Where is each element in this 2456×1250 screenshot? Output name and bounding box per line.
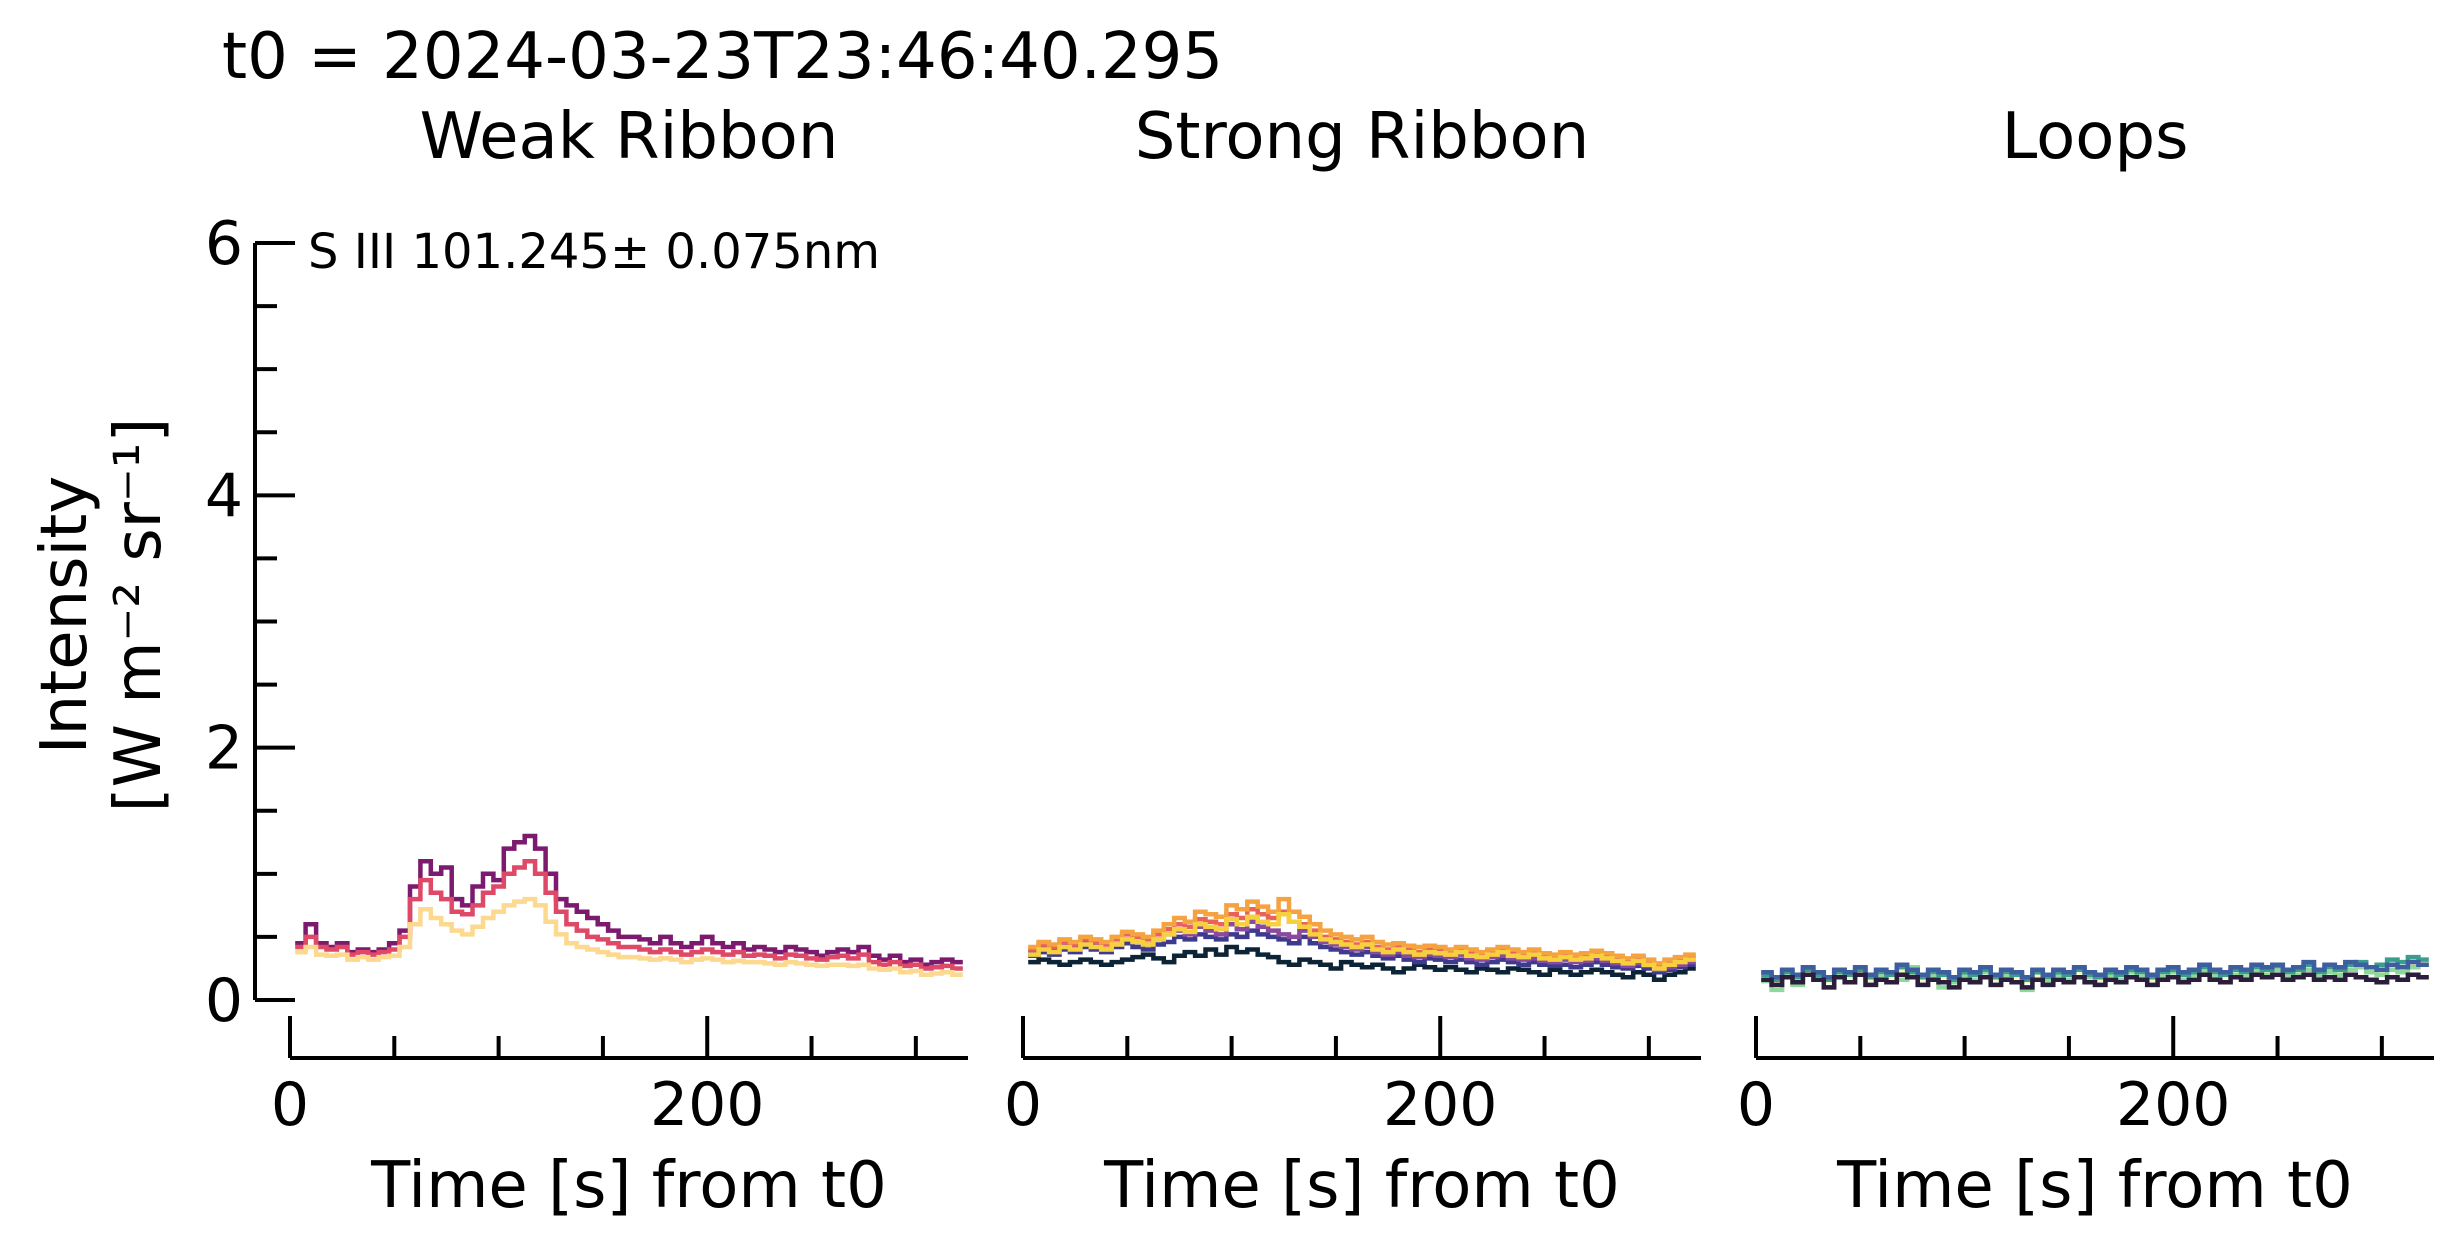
- figure-suptitle: t0 = 2024-03-23T23:46:40.295: [222, 20, 1223, 94]
- series-line-5: [1761, 972, 2429, 990]
- series-line-4: [1761, 959, 2429, 980]
- x-tick-label: 200: [1383, 1070, 1498, 1140]
- panels: Weak Ribbon 0 200 Time [s] from t0 0 2 4 6 Stron…: [205, 100, 2434, 1223]
- panel-title: Strong Ribbon: [1135, 100, 1590, 174]
- x-tick-label: 200: [650, 1070, 765, 1140]
- series-line-6: [1028, 911, 1696, 971]
- panel-1: Weak Ribbon 0 200 Time [s] from t0 0 2 4 6: [205, 100, 968, 1223]
- x-tick-label: 0: [1737, 1070, 1775, 1140]
- series-line-3: [295, 896, 963, 978]
- x-tick-label: 0: [271, 1070, 309, 1140]
- x-tick-label: 200: [2116, 1070, 2231, 1140]
- panel-title: Weak Ribbon: [420, 100, 839, 174]
- x-axis-label: Time [s] from t0: [1103, 1149, 1620, 1223]
- panel-2: Strong Ribbon 0 200 Time [s] from t0: [1004, 100, 1701, 1223]
- line-annotation: S III 101.245± 0.075nm: [308, 224, 880, 280]
- y-axis-label-line1: Intensity: [28, 476, 102, 755]
- panel-title: Loops: [2002, 100, 2189, 174]
- y-tick-label: 4: [205, 461, 243, 531]
- series-line-5: [1028, 896, 1696, 966]
- series-line-2: [1028, 928, 1696, 975]
- y-tick-label: 6: [205, 209, 243, 279]
- x-axis-label: Time [s] from t0: [370, 1149, 887, 1223]
- y-axis-label-line2: [W m⁻² sr⁻¹]: [102, 418, 176, 813]
- panel-3: Loops 0 200 Time [s] from t0: [1737, 100, 2434, 1223]
- series-line-2: [295, 858, 963, 971]
- series-line-1: [1028, 944, 1696, 983]
- y-tick-label: 2: [205, 714, 243, 784]
- y-tick-label: 0: [205, 966, 243, 1036]
- x-tick-label: 0: [1004, 1070, 1042, 1140]
- x-axis-label: Time [s] from t0: [1836, 1149, 2353, 1223]
- y-axis-label: Intensity [W m⁻² sr⁻¹]: [28, 418, 176, 813]
